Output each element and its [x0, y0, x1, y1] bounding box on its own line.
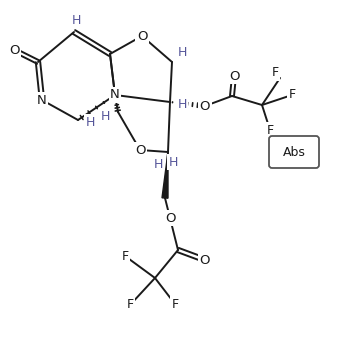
Text: H: H: [168, 155, 178, 169]
Text: N: N: [37, 94, 47, 107]
Text: O: O: [200, 99, 210, 112]
Text: F: F: [288, 88, 296, 101]
Text: F: F: [171, 298, 178, 311]
Text: F: F: [126, 299, 133, 312]
Text: H: H: [85, 116, 95, 129]
Polygon shape: [162, 152, 168, 198]
Text: F: F: [266, 123, 274, 137]
Text: H: H: [71, 13, 81, 26]
Text: H: H: [153, 158, 163, 171]
Text: O: O: [135, 143, 145, 157]
Text: F: F: [271, 66, 278, 79]
Text: Abs: Abs: [283, 146, 306, 159]
Text: H: H: [177, 97, 187, 110]
Text: O: O: [9, 43, 19, 56]
Text: O: O: [229, 69, 239, 83]
Text: O: O: [200, 254, 210, 267]
Text: F: F: [121, 249, 128, 262]
Text: O: O: [137, 30, 147, 43]
Text: H: H: [100, 109, 110, 122]
Text: N: N: [110, 88, 120, 101]
Text: O: O: [165, 212, 175, 225]
FancyBboxPatch shape: [269, 136, 319, 168]
Text: H: H: [177, 45, 187, 58]
